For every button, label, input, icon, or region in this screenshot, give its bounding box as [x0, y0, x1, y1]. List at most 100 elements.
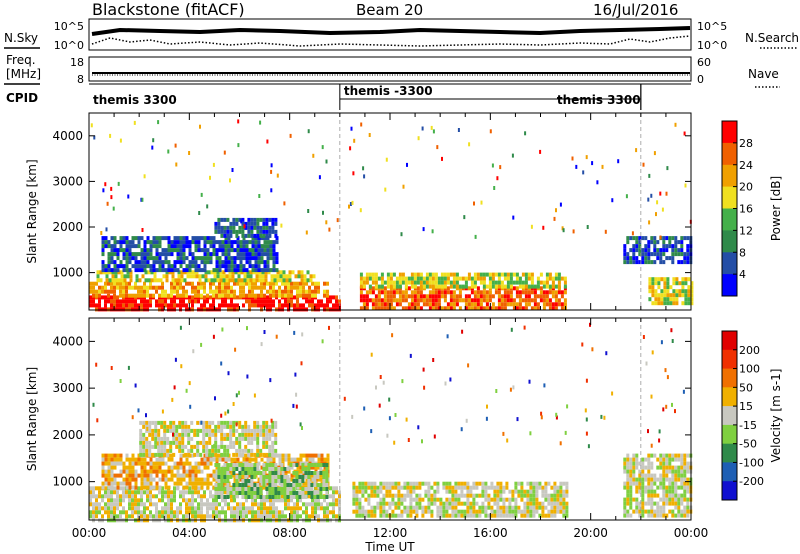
data-cell: [407, 280, 411, 285]
data-cell: [680, 477, 684, 482]
data-cell: [89, 514, 92, 519]
data-cell: [187, 428, 191, 433]
data-cell: [265, 475, 269, 479]
data-cell: [265, 420, 269, 425]
data-cell: [400, 485, 404, 490]
scatter-echo: [422, 367, 425, 372]
data-cell: [260, 244, 264, 249]
data-cell: [232, 428, 236, 433]
data-cell: [170, 498, 173, 503]
data-cell: [281, 307, 284, 312]
data-cell: [376, 493, 380, 498]
data-cell: [656, 248, 660, 253]
data-cell: [272, 248, 276, 253]
data-cell: [107, 244, 111, 249]
data-cell: [374, 280, 378, 285]
data-cell: [170, 281, 173, 286]
data-cell: [493, 501, 497, 506]
data-cell: [110, 498, 113, 503]
data-cell: [161, 457, 165, 462]
data-cell: [352, 485, 356, 490]
y-tick-label: 1000: [52, 475, 83, 489]
data-cell: [556, 485, 560, 490]
data-cell: [200, 498, 203, 503]
data-cell: [665, 497, 669, 502]
data-cell: [253, 487, 257, 491]
data-cell: [274, 495, 278, 499]
data-cell: [460, 481, 464, 486]
data-cell: [629, 505, 633, 510]
data-cell: [485, 284, 489, 289]
scatter-echo: [270, 163, 273, 168]
data-cell: [641, 513, 645, 518]
colorbar-swatch: [722, 462, 737, 482]
data-cell: [541, 493, 545, 498]
data-cell: [224, 268, 228, 273]
data-cell: [160, 436, 164, 441]
data-cell: [565, 493, 569, 498]
data-cell: [290, 281, 293, 286]
data-cell: [563, 302, 567, 307]
scatter-echo: [293, 330, 296, 335]
data-cell: [185, 510, 188, 515]
data-cell: [265, 444, 269, 449]
data-cell: [415, 493, 419, 498]
data-cell: [137, 236, 141, 241]
data-cell: [220, 467, 224, 471]
data-cell: [317, 506, 320, 511]
scatter-echo: [105, 227, 108, 232]
data-cell: [550, 497, 554, 502]
data-cell: [113, 477, 117, 482]
data-cell: [209, 481, 213, 486]
data-cell: [265, 217, 269, 222]
data-cell: [142, 452, 146, 457]
data-cell: [403, 481, 407, 486]
data-cell: [241, 448, 245, 453]
data-cell: [557, 280, 561, 285]
data-cell: [167, 236, 171, 241]
data-cell: [186, 274, 190, 279]
data-cell: [389, 284, 393, 289]
data-cell: [326, 506, 329, 511]
data-cell: [261, 270, 265, 275]
data-cell: [113, 510, 116, 515]
data-cell: [215, 268, 219, 273]
data-cell: [247, 448, 251, 453]
data-cell: [188, 299, 191, 304]
data-cell: [241, 424, 245, 429]
data-cell: [161, 506, 164, 511]
data-cell: [214, 444, 218, 449]
data-cell: [203, 248, 207, 253]
data-cell: [176, 256, 180, 261]
data-cell: [653, 477, 657, 482]
data-cell: [373, 485, 377, 490]
data-cell: [541, 501, 545, 506]
data-cell: [562, 501, 566, 506]
data-cell: [275, 498, 278, 503]
data-cell: [92, 514, 95, 519]
data-cell: [291, 270, 295, 275]
data-cell: [485, 294, 489, 299]
data-cell: [197, 461, 201, 466]
data-cell: [203, 457, 207, 462]
data-cell: [547, 493, 551, 498]
data-cell: [386, 302, 390, 307]
data-cell: [647, 493, 651, 498]
data-cell: [352, 489, 356, 494]
data-cell: [151, 444, 155, 449]
data-cell: [506, 290, 510, 295]
scatter-echo: [299, 422, 302, 427]
data-cell: [182, 248, 186, 253]
data-cell: [316, 475, 320, 479]
data-cell: [305, 477, 309, 482]
data-cell: [177, 274, 181, 279]
data-cell: [430, 509, 434, 514]
data-cell: [274, 217, 278, 222]
data-cell: [220, 217, 224, 222]
y-tick-label: 4000: [52, 334, 83, 348]
data-cell: [173, 299, 176, 304]
data-cell: [217, 428, 221, 433]
scatter-echo: [232, 402, 235, 406]
data-cell: [262, 467, 266, 471]
data-cell: [256, 432, 260, 437]
